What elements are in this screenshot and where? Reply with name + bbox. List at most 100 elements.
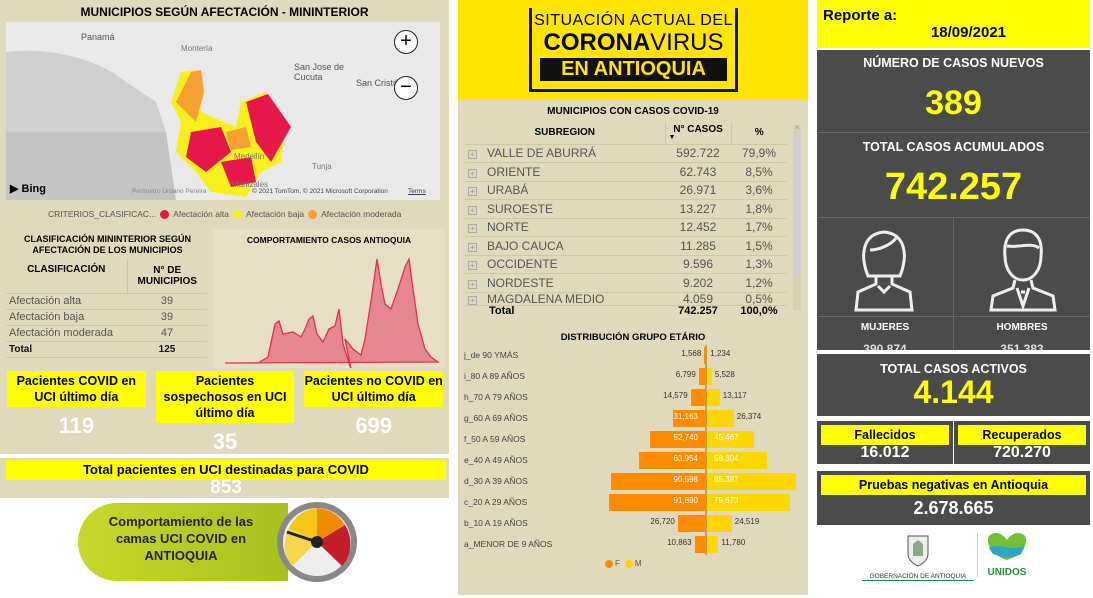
expand-icon[interactable]: + xyxy=(468,187,477,197)
map-label: Medellín xyxy=(234,152,265,161)
table-scrollbar[interactable]: ˄ xyxy=(793,125,801,310)
table-row[interactable]: + BAJO CAUCA 11.285 1,5% xyxy=(465,236,787,256)
age-category-label: f_50 A 59 AÑOS xyxy=(464,434,526,444)
bar-f[interactable] xyxy=(638,452,706,469)
bar-f[interactable] xyxy=(690,389,706,406)
age-category-label: g_60 A 69 AÑOS xyxy=(464,413,528,423)
legend-item[interactable]: Afectación alta xyxy=(173,209,229,219)
cases-cell: 11.285 xyxy=(665,236,731,256)
data-label-f: 14,579 xyxy=(663,391,688,400)
bar-m[interactable] xyxy=(706,452,768,469)
bar-f[interactable] xyxy=(610,473,706,490)
data-label-f: 10,863 xyxy=(667,538,692,547)
terms-link[interactable]: Terms xyxy=(408,188,426,195)
trend-title: COMPORTAMIENTO CASOS ANTIOQUIA xyxy=(246,235,412,245)
col-header-label: N° CASOS xyxy=(673,124,723,136)
col-header[interactable]: % xyxy=(730,122,787,145)
cell: Total xyxy=(6,341,127,358)
logo-line2: CORONAVIRUS xyxy=(532,30,735,56)
legend-item[interactable]: Afectación baja xyxy=(245,209,305,219)
subregion-cell: + OCCIDENTE xyxy=(465,255,665,274)
table-row[interactable]: + NORTE 12.452 1,7% xyxy=(465,218,787,237)
percent-cell: 1,3% xyxy=(731,255,787,274)
total-row: Total 125 xyxy=(6,341,207,358)
bar-f[interactable] xyxy=(677,515,706,532)
expand-icon[interactable]: + xyxy=(468,242,477,252)
map-legend: CRITERIOS_CLASIFICAC... Afectación alta … xyxy=(48,209,401,219)
legend-label[interactable]: F xyxy=(615,559,620,568)
uci-card-label: Pacientes COVID en UCI último día xyxy=(7,371,146,407)
map-canvas[interactable] xyxy=(6,22,440,200)
bar-f[interactable] xyxy=(609,494,706,511)
bar-m[interactable] xyxy=(706,431,754,448)
zoom-in-button[interactable]: + xyxy=(394,30,418,54)
expand-icon[interactable]: + xyxy=(468,168,477,178)
divider xyxy=(817,132,1090,133)
col-header: N° DE MUNICIPIOS xyxy=(126,259,207,294)
unidos-logo: UNIDOS xyxy=(983,530,1031,578)
subregion-table[interactable]: SUBREGION N° CASOS ▼% + VALLE DE ABURRÁ 592.… xyxy=(465,122,787,306)
legend-label[interactable]: M xyxy=(634,559,642,568)
table-row[interactable]: + OCCIDENTE 9.596 1,3% xyxy=(465,255,787,274)
negative-tests-label: Pruebas negativas en Antioquia xyxy=(821,475,1086,495)
bar-m[interactable] xyxy=(706,473,796,490)
expand-icon[interactable]: + xyxy=(468,150,477,160)
subregion-cell: + URABÁ xyxy=(465,181,665,200)
bar-f[interactable] xyxy=(698,368,706,385)
cell: 47 xyxy=(127,325,207,342)
bar-m[interactable] xyxy=(706,536,719,553)
percent-cell: 1,8% xyxy=(731,199,787,219)
bar-m[interactable] xyxy=(706,410,734,427)
divider xyxy=(953,217,954,350)
women-value: 390.874 xyxy=(863,342,907,350)
bing-logo: ▶ Bing xyxy=(10,182,46,195)
bar-m[interactable] xyxy=(706,515,732,532)
pyramid-legend: F M xyxy=(605,559,642,568)
uci-card-value: 35 xyxy=(212,429,238,454)
cell: 39 xyxy=(127,293,207,310)
map[interactable]: Panamá Montería San Jose de Cucuta San C… xyxy=(6,22,440,200)
map-label: Perímetro Urbano Pereira xyxy=(132,188,207,195)
report-date: 18/09/2021 xyxy=(930,24,1007,41)
table-row[interactable]: + NORDESTE 9.202 1,2% xyxy=(465,273,787,293)
col-header[interactable]: SUBREGION xyxy=(465,122,665,145)
map-label: Panamá xyxy=(81,32,115,42)
bar-f[interactable] xyxy=(694,536,706,553)
table-row[interactable]: + URABÁ 26.971 3,6% xyxy=(465,181,787,200)
table-row[interactable]: + SUROESTE 13.227 1,8% xyxy=(465,199,787,219)
data-label-m: 24,519 xyxy=(734,517,760,526)
table-row[interactable]: + ORIENTE 62.743 8,5% xyxy=(465,162,787,182)
logo-line3: EN ANTIOQUIA xyxy=(540,58,727,81)
expand-icon[interactable]: + xyxy=(468,261,477,271)
uci-beds-banner[interactable]: Comportamiento de las camas UCI COVID en… xyxy=(78,503,288,581)
bar-f[interactable] xyxy=(650,431,706,448)
expand-icon[interactable]: + xyxy=(468,224,477,234)
expand-icon[interactable]: + xyxy=(468,205,477,215)
subregion-cell: + BAJO CAUCA xyxy=(465,236,665,256)
table-row: Afectación baja 39 xyxy=(6,309,207,326)
scroll-up[interactable]: ˄ xyxy=(794,125,800,132)
table-row[interactable]: + VALLE DE ABURRÁ 592.722 79,9% xyxy=(465,144,787,163)
age-category-label: i_80 A 89 AÑOS xyxy=(464,371,525,381)
bar-f[interactable] xyxy=(673,410,706,427)
bar-m[interactable] xyxy=(706,368,712,385)
zoom-out-button[interactable]: − xyxy=(394,76,418,100)
data-label-f: 63,954 xyxy=(673,454,698,463)
cell: 125 xyxy=(127,341,207,358)
expand-icon[interactable]: + xyxy=(468,295,477,304)
table-row: Afectación alta 39 xyxy=(6,293,207,310)
cell: 39 xyxy=(127,309,207,326)
bar-m[interactable] xyxy=(706,494,790,511)
legend-title: CRITERIOS_CLASIFICAC... xyxy=(48,209,157,219)
uci-card-covid: Pacientes COVID en UCI último día 119 xyxy=(3,368,150,452)
data-label-f: 26,720 xyxy=(650,517,675,526)
age-category-label: a_MENOR DE 9 AÑOS xyxy=(464,539,553,549)
scroll-thumb[interactable] xyxy=(793,134,801,274)
legend-item[interactable]: Afectación moderada xyxy=(321,209,402,219)
cases-cell: 9.202 xyxy=(665,273,731,293)
bar-m[interactable] xyxy=(706,389,720,406)
expand-icon[interactable]: + xyxy=(468,279,477,289)
table-row[interactable]: + MAGDALENA MEDIO 4.059 0,5% xyxy=(465,292,787,306)
col-header-sorted[interactable]: N° CASOS ▼ xyxy=(664,122,731,145)
subregion-title: MUNICIPIOS CON CASOS COVID-19 xyxy=(547,106,719,117)
